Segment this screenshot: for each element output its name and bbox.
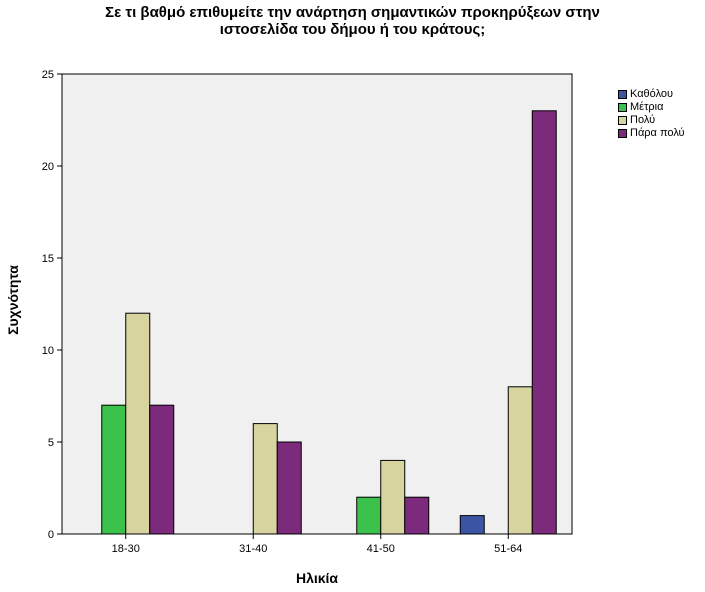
- x-tick-label: 31-40: [239, 543, 267, 555]
- legend-label: Μέτρια: [630, 101, 664, 113]
- bar: [459, 515, 485, 535]
- chart-title: Σε τι βαθμό επιθυμείτε την ανάρτηση σημα…: [0, 4, 705, 38]
- y-tick-label: 20: [42, 161, 54, 173]
- plot-area: 0 5 10 15 20 25 18-30 31-40 41-50 51-64: [42, 69, 573, 555]
- bar: [125, 312, 151, 535]
- x-tick-label: 41-50: [367, 543, 395, 555]
- legend-swatch: [618, 90, 627, 99]
- y-tick-label: 5: [48, 437, 54, 449]
- bar: [276, 441, 302, 535]
- legend-label: Πάρα πολύ: [630, 127, 685, 139]
- y-tick-label: 25: [42, 69, 54, 81]
- legend-label: Πολύ: [630, 114, 656, 126]
- legend-item: Καθόλου: [618, 88, 685, 101]
- bar: [149, 404, 175, 535]
- chart-title-line-1: Σε τι βαθμό επιθυμείτε την ανάρτηση σημα…: [105, 4, 600, 21]
- y-axis-title: Συχνότητα: [5, 265, 21, 335]
- bar: [356, 496, 382, 535]
- y-tick-label: 15: [42, 253, 54, 265]
- x-axis-title: Ηλικία: [296, 570, 338, 586]
- legend-item: Πάρα πολύ: [618, 127, 685, 140]
- legend-item: Μέτρια: [618, 101, 685, 114]
- y-tick-label: 0: [48, 529, 54, 541]
- x-tick-label: 18-30: [112, 543, 140, 555]
- legend-swatch: [618, 103, 627, 112]
- bar: [252, 423, 278, 535]
- legend-label: Καθόλου: [630, 88, 674, 100]
- bar: [404, 496, 430, 535]
- y-tick-label: 10: [42, 345, 54, 357]
- legend: Καθόλου Μέτρια Πολύ Πάρα πολύ: [618, 88, 685, 140]
- chart-title-line-2: ιστοσελίδα του δήμου ή του κράτους;: [219, 21, 486, 38]
- bar: [380, 459, 406, 535]
- x-tick-label: 51-64: [494, 543, 522, 555]
- legend-item: Πολύ: [618, 114, 685, 127]
- bar: [507, 386, 533, 535]
- bar: [101, 404, 127, 535]
- legend-swatch: [618, 129, 627, 138]
- legend-swatch: [618, 116, 627, 125]
- bar: [531, 110, 557, 535]
